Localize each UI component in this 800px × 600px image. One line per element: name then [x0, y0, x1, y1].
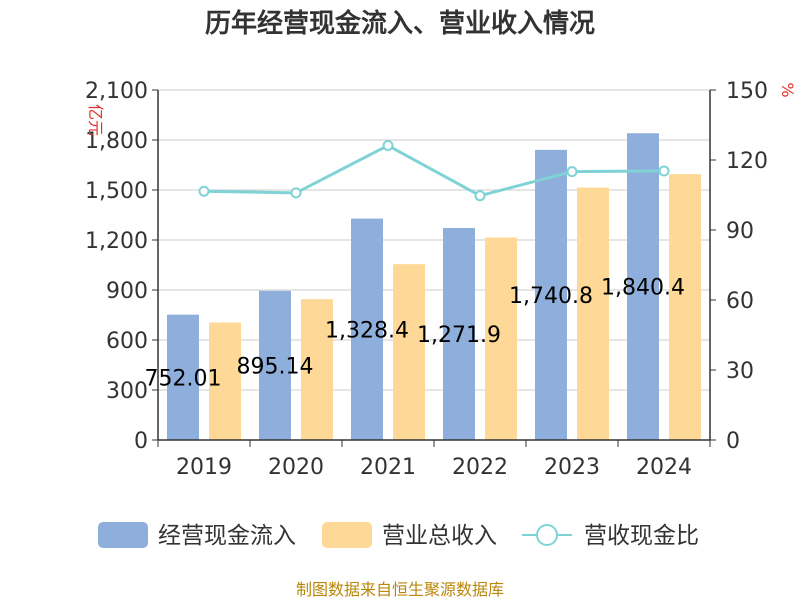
- bar-cash-inflow: [535, 149, 567, 440]
- left-axis-tick-label: 900: [106, 279, 148, 304]
- left-axis-tick-label: 600: [106, 329, 148, 354]
- bar-revenue: [577, 187, 609, 440]
- left-axis-tick-label: 0: [134, 429, 148, 454]
- right-axis-tick-label: 60: [726, 289, 754, 314]
- bar-revenue: [301, 299, 333, 440]
- x-axis-tick-label: 2019: [176, 455, 232, 480]
- ratio-point: [566, 166, 578, 178]
- legend-label-cash-inflow: 经营现金流入: [158, 523, 296, 549]
- data-label-cash-inflow: 1,840.4: [601, 276, 685, 301]
- data-label-cash-inflow: 1,740.8: [509, 284, 593, 309]
- x-axis-tick-label: 2020: [268, 455, 324, 480]
- data-label-cash-inflow: 1,271.9: [417, 323, 501, 348]
- chart-title: 历年经营现金流入、营业收入情况: [205, 8, 595, 39]
- bar-cash-inflow: [167, 314, 199, 440]
- bars: [167, 133, 701, 440]
- ratio-line: [203, 143, 665, 198]
- source-note: 制图数据来自恒生聚源数据库: [296, 580, 504, 599]
- legend-label-ratio: 营收现金比: [584, 523, 699, 549]
- right-axis-tick-label: 90: [726, 219, 754, 244]
- ratio-point: [658, 165, 670, 177]
- ratio-point: [382, 140, 394, 152]
- bar-revenue: [485, 237, 517, 440]
- line-series: [198, 140, 670, 202]
- ratio-point: [290, 187, 302, 199]
- data-label-cash-inflow: 752.01: [145, 366, 222, 391]
- bar-cash-inflow: [443, 228, 475, 440]
- x-axis-tick-label: 2022: [452, 455, 508, 480]
- left-axis-unit: 亿元: [86, 104, 105, 136]
- left-axis-tick-label: 1,500: [85, 179, 148, 204]
- legend-label-revenue: 营业总收入: [382, 523, 497, 549]
- bar-cash-inflow: [351, 218, 383, 440]
- x-axis-tick-label: 2024: [636, 455, 692, 480]
- ratio-point: [198, 185, 210, 197]
- left-axis-tick-label: 300: [106, 379, 148, 404]
- legend-swatch-ratio-marker: [536, 524, 558, 546]
- legend-swatch-cash-inflow: [98, 522, 148, 548]
- bar-cash-inflow: [627, 133, 659, 440]
- data-label-cash-inflow: 895.14: [237, 354, 314, 379]
- left-axis-tick-label: 1,800: [85, 129, 148, 154]
- data-labels: 752.01 895.14 1,328.4 1,271.9 1,740.8 1,840.4: [145, 276, 685, 392]
- bar-cash-inflow: [259, 290, 291, 440]
- axes: 0 300 600 900 1,200 1,500 1,800 2,100 0 30 60 90 120…: [85, 79, 768, 480]
- right-axis-tick-label: 30: [726, 359, 754, 384]
- bar-revenue: [209, 322, 241, 440]
- legend: 经营现金流入 营业总收入 营收现金比: [98, 522, 699, 549]
- bar-revenue: [393, 264, 425, 440]
- right-axis-tick-label: 120: [726, 149, 768, 174]
- legend-swatch-revenue: [322, 522, 372, 548]
- bar-revenue: [669, 174, 701, 440]
- right-axis-unit: %: [778, 82, 797, 97]
- data-label-cash-inflow: 1,328.4: [325, 318, 409, 343]
- left-axis-tick-label: 1,200: [85, 229, 148, 254]
- left-axis-tick-label: 2,100: [85, 79, 148, 104]
- right-axis-tick-label: 150: [726, 79, 768, 104]
- ratio-point: [474, 190, 486, 202]
- right-axis-tick-label: 0: [726, 429, 740, 454]
- grid: [158, 89, 710, 391]
- x-axis-tick-label: 2023: [544, 455, 600, 480]
- x-axis-tick-label: 2021: [360, 455, 416, 480]
